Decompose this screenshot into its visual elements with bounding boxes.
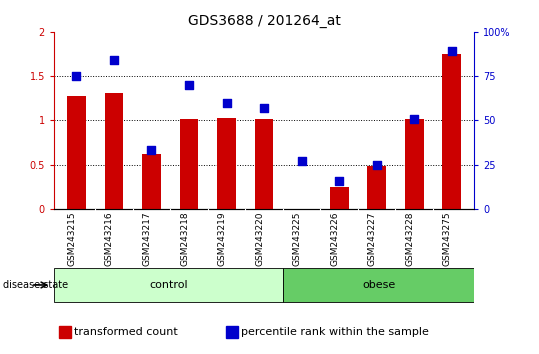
Text: GSM243220: GSM243220 <box>255 212 264 266</box>
Text: GSM243218: GSM243218 <box>180 212 189 267</box>
Bar <box>443 54 461 209</box>
Bar <box>283 268 474 302</box>
Point <box>260 105 268 111</box>
Bar <box>179 119 198 209</box>
Point <box>109 57 118 63</box>
Point <box>185 82 194 88</box>
Text: GSM243219: GSM243219 <box>218 212 226 267</box>
Bar <box>142 154 161 209</box>
Text: GSM243215: GSM243215 <box>67 212 77 267</box>
Bar <box>54 268 283 302</box>
Bar <box>330 187 349 209</box>
Text: control: control <box>149 280 188 290</box>
Bar <box>405 120 424 209</box>
Point <box>372 162 381 167</box>
Point <box>298 158 306 164</box>
Text: GSM243227: GSM243227 <box>368 212 377 266</box>
Bar <box>217 118 236 209</box>
Text: GSM243216: GSM243216 <box>105 212 114 267</box>
Point <box>222 100 231 105</box>
Bar <box>368 166 386 209</box>
Point <box>447 48 456 54</box>
Text: obese: obese <box>362 280 396 290</box>
Point <box>335 178 343 183</box>
Text: GSM243275: GSM243275 <box>443 212 452 267</box>
Point <box>147 148 156 153</box>
Text: GSM243226: GSM243226 <box>330 212 339 266</box>
Text: disease state: disease state <box>3 280 68 290</box>
Bar <box>67 97 86 209</box>
Text: GSM243217: GSM243217 <box>142 212 151 267</box>
Bar <box>255 120 273 209</box>
Text: transformed count: transformed count <box>74 327 178 337</box>
Text: GSM243225: GSM243225 <box>293 212 302 266</box>
Bar <box>105 93 123 209</box>
Point <box>410 116 419 121</box>
Title: GDS3688 / 201264_at: GDS3688 / 201264_at <box>188 14 341 28</box>
Text: GSM243228: GSM243228 <box>405 212 414 266</box>
Point <box>72 73 81 79</box>
Text: percentile rank within the sample: percentile rank within the sample <box>241 327 430 337</box>
